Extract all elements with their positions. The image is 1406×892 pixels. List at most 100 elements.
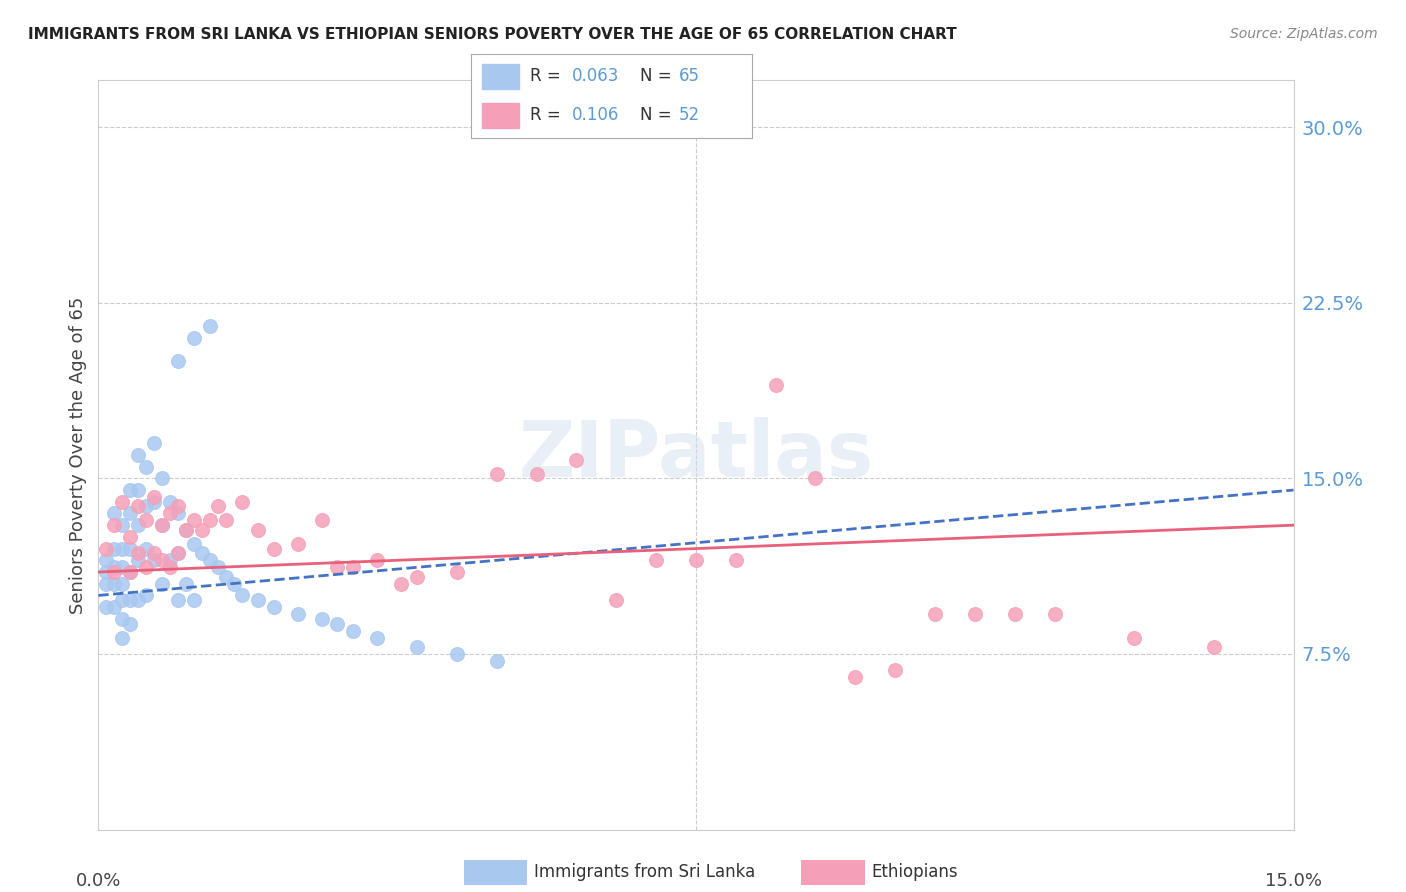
Point xyxy=(287,537,309,551)
Point xyxy=(143,546,166,560)
Point xyxy=(103,507,125,521)
Point xyxy=(159,560,181,574)
Bar xyxy=(482,63,519,89)
Point xyxy=(963,607,986,621)
Point xyxy=(111,541,134,556)
Point xyxy=(135,500,157,514)
Point xyxy=(246,593,269,607)
Text: N =: N = xyxy=(640,68,671,86)
Point xyxy=(366,631,388,645)
Point xyxy=(167,546,190,560)
Point xyxy=(120,507,142,521)
Point xyxy=(685,553,707,567)
Point xyxy=(1043,607,1066,621)
Point xyxy=(111,560,134,574)
Point xyxy=(96,565,118,579)
Point xyxy=(1123,631,1146,645)
Point xyxy=(159,507,181,521)
Point xyxy=(150,553,173,567)
Point xyxy=(135,589,157,603)
Point xyxy=(135,560,157,574)
Point xyxy=(191,546,214,560)
Point xyxy=(111,612,134,626)
Point xyxy=(844,670,866,684)
Point xyxy=(207,560,229,574)
Point xyxy=(127,546,149,560)
Point xyxy=(485,467,508,481)
Text: 65: 65 xyxy=(679,68,700,86)
Point xyxy=(167,500,190,514)
Point xyxy=(311,612,333,626)
Point xyxy=(143,494,166,508)
Point xyxy=(103,565,125,579)
Text: 0.106: 0.106 xyxy=(572,106,620,124)
Point xyxy=(446,565,468,579)
Point xyxy=(96,553,118,567)
Point xyxy=(446,647,468,661)
Point xyxy=(111,494,134,508)
Point xyxy=(120,541,142,556)
Point xyxy=(135,459,157,474)
Bar xyxy=(482,103,519,128)
Point xyxy=(127,448,149,462)
Point xyxy=(174,576,197,591)
Point xyxy=(120,530,142,544)
Point xyxy=(215,570,238,584)
Point xyxy=(1004,607,1026,621)
Point xyxy=(342,624,364,638)
Point xyxy=(127,483,149,497)
Point xyxy=(103,560,125,574)
Point xyxy=(96,576,118,591)
Point xyxy=(765,377,787,392)
Point xyxy=(565,452,588,467)
Point xyxy=(127,553,149,567)
Point xyxy=(111,631,134,645)
Point xyxy=(191,523,214,537)
Text: 15.0%: 15.0% xyxy=(1265,871,1322,889)
Point xyxy=(167,546,190,560)
Point xyxy=(389,576,412,591)
Point xyxy=(150,518,173,533)
Point xyxy=(198,513,221,527)
Point xyxy=(183,537,205,551)
Point xyxy=(724,553,747,567)
Point xyxy=(287,607,309,621)
Point xyxy=(167,507,190,521)
Point xyxy=(326,616,349,631)
Point xyxy=(120,565,142,579)
Point xyxy=(183,331,205,345)
Point xyxy=(111,518,134,533)
Point xyxy=(103,541,125,556)
Text: Ethiopians: Ethiopians xyxy=(872,863,959,881)
Point xyxy=(150,576,173,591)
Point xyxy=(1202,640,1225,654)
Point xyxy=(246,523,269,537)
Point xyxy=(159,553,181,567)
Point xyxy=(120,593,142,607)
Point xyxy=(127,518,149,533)
Point xyxy=(103,600,125,615)
Point xyxy=(526,467,548,481)
Text: 0.0%: 0.0% xyxy=(76,871,121,889)
Point xyxy=(167,354,190,368)
Point xyxy=(198,319,221,334)
Point xyxy=(167,593,190,607)
Text: 52: 52 xyxy=(679,106,700,124)
Point xyxy=(143,436,166,450)
Point xyxy=(645,553,668,567)
Point xyxy=(111,576,134,591)
Text: IMMIGRANTS FROM SRI LANKA VS ETHIOPIAN SENIORS POVERTY OVER THE AGE OF 65 CORREL: IMMIGRANTS FROM SRI LANKA VS ETHIOPIAN S… xyxy=(28,27,957,42)
Point xyxy=(143,553,166,567)
Text: Immigrants from Sri Lanka: Immigrants from Sri Lanka xyxy=(534,863,755,881)
Point xyxy=(120,565,142,579)
Point xyxy=(311,513,333,527)
Point xyxy=(135,541,157,556)
Text: ZIPatlas: ZIPatlas xyxy=(519,417,873,493)
Point xyxy=(103,518,125,533)
Point xyxy=(326,560,349,574)
Point xyxy=(103,576,125,591)
Text: R =: R = xyxy=(530,106,561,124)
Point xyxy=(183,593,205,607)
Point xyxy=(150,471,173,485)
Point xyxy=(366,553,388,567)
